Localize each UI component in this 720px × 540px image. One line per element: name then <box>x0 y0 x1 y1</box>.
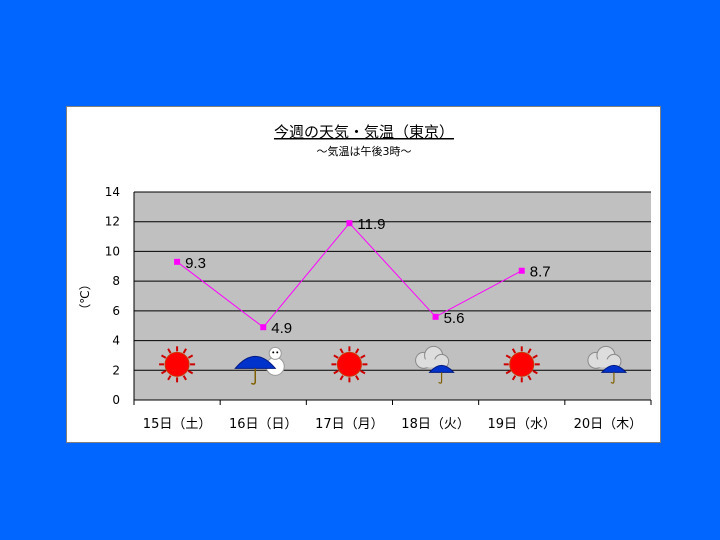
y-tick-label: 0 <box>112 393 120 407</box>
data-label: 11.9 <box>357 216 385 233</box>
data-label: 8.7 <box>530 264 551 281</box>
y-tick-label: 10 <box>105 244 120 258</box>
data-point <box>174 258 181 265</box>
data-label: 9.3 <box>185 255 206 272</box>
chart: 今週の天気・気温（東京） ～気温は午後3時～ （℃） 0 2 4 6 8 10 12 14 1… <box>78 123 652 432</box>
x-tick-label: 20日（木） <box>574 417 643 432</box>
x-tick-label: 15日（土） <box>143 417 212 432</box>
y-axis-label: （℃） <box>78 278 92 315</box>
y-tick-label: 4 <box>112 334 120 348</box>
y-tick-label: 2 <box>112 363 120 377</box>
chart-panel: 今週の天気・気温（東京） ～気温は午後3時～ （℃） 0 2 4 6 8 10 12 14 1… <box>66 106 661 443</box>
x-tick-label: 19日（水） <box>487 417 556 432</box>
temperature-series: 9.3 4.9 11.9 5.6 8.7 <box>174 216 551 337</box>
data-label: 5.6 <box>444 310 465 327</box>
data-point <box>260 324 267 331</box>
data-point <box>518 267 525 274</box>
data-point <box>346 220 353 227</box>
cloud-rain-icon <box>587 345 628 384</box>
sun-icon <box>331 346 368 383</box>
weather-icons <box>159 345 628 385</box>
umbrella-snowman-icon <box>234 346 285 385</box>
x-axis-ticks: 15日（土） 16日（日） 17日（月） 18日（火） 19日（水） 20日（木） <box>143 417 642 432</box>
x-tick-label: 18日（火） <box>401 417 470 432</box>
data-point <box>432 313 439 320</box>
sun-icon <box>503 346 540 383</box>
y-tick-label: 6 <box>112 304 120 318</box>
gridlines <box>133 191 652 405</box>
x-tick-label: 16日（日） <box>229 417 298 432</box>
y-tick-label: 12 <box>105 215 120 229</box>
x-tick-label: 17日（月） <box>315 417 384 432</box>
cloud-rain-icon <box>415 345 455 384</box>
y-tick-label: 14 <box>105 185 120 199</box>
y-axis-ticks: 0 2 4 6 8 10 12 14 <box>105 185 120 407</box>
plot-area <box>134 192 651 400</box>
sun-icon <box>159 346 196 383</box>
data-label: 4.9 <box>271 320 292 337</box>
y-tick-label: 8 <box>112 274 120 288</box>
chart-title: 今週の天気・気温（東京） <box>274 123 454 141</box>
chart-subtitle: ～気温は午後3時～ <box>317 144 412 158</box>
